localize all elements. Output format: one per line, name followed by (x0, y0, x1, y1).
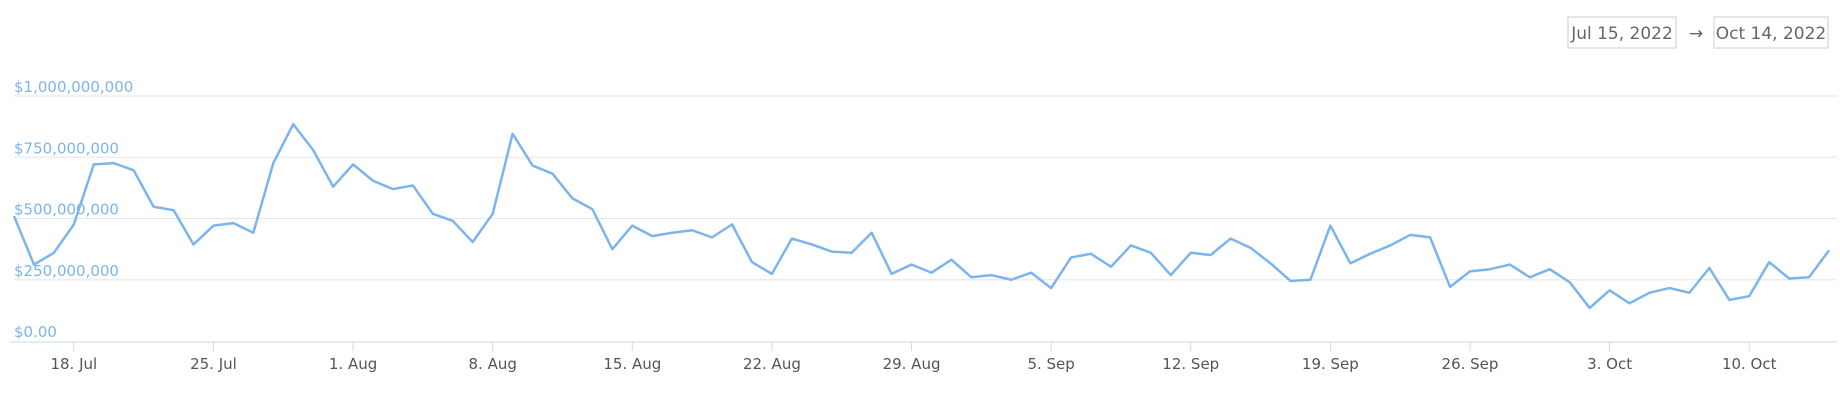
x-tick-label: 8. Aug (468, 355, 516, 373)
x-tick-label: 22. Aug (743, 355, 801, 373)
y-tick-label: $1,000,000,000 (14, 78, 133, 96)
data-line (12, 122, 1831, 310)
x-tick-label: 5. Sep (1027, 355, 1074, 373)
x-tick-label: 18. Jul (50, 355, 97, 373)
x-tick-label: 29. Aug (883, 355, 941, 373)
x-tick-label: 10. Oct (1722, 355, 1777, 373)
x-tick-label: 26. Sep (1442, 355, 1499, 373)
start-date[interactable]: Jul 15, 2022 (1570, 24, 1673, 44)
y-tick-label: $250,000,000 (14, 262, 119, 280)
y-tick-label: $0.00 (14, 323, 57, 341)
x-tick-label: 12. Sep (1162, 355, 1219, 373)
end-date[interactable]: Oct 14, 2022 (1716, 24, 1827, 44)
x-tick-label: 15. Aug (603, 355, 661, 373)
x-tick-label: 19. Sep (1302, 355, 1359, 373)
y-tick-label: $750,000,000 (14, 139, 119, 157)
start-date-box[interactable] (1567, 16, 1677, 49)
range-separator: → (1689, 24, 1703, 44)
x-tick-label: 1. Aug (329, 355, 377, 373)
x-tick-label: 3. Oct (1587, 355, 1632, 373)
end-date-box[interactable] (1713, 16, 1829, 49)
y-tick-label: $500,000,000 (14, 201, 119, 219)
x-tick-label: 25. Jul (190, 355, 237, 373)
